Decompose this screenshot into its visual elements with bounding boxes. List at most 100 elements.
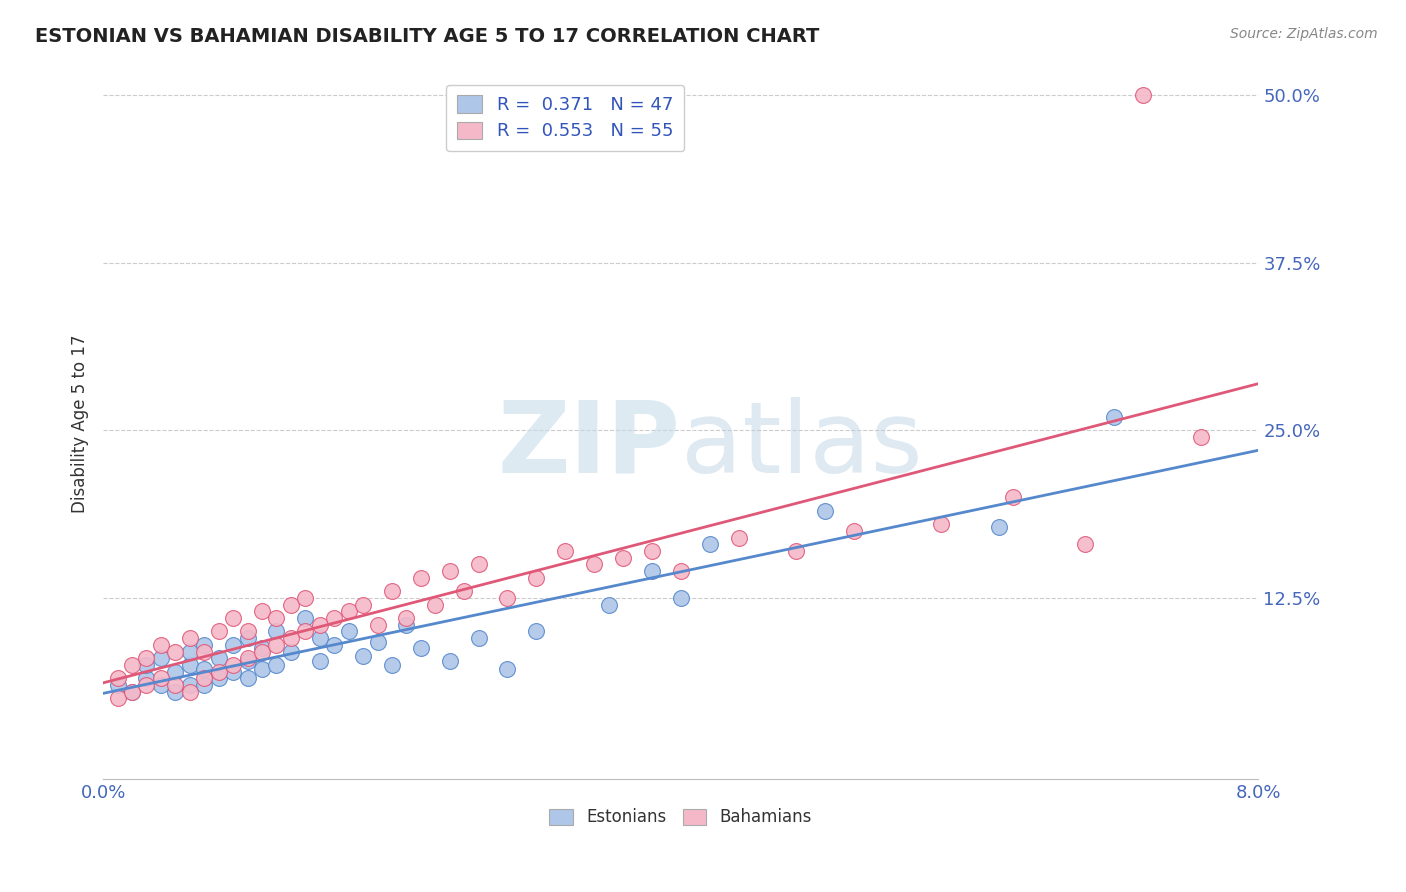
Point xyxy=(250,662,273,676)
Point xyxy=(1189,430,1212,444)
Point xyxy=(496,662,519,676)
Point xyxy=(987,520,1010,534)
Point xyxy=(439,564,461,578)
Point xyxy=(381,658,404,673)
Point xyxy=(641,564,664,578)
Point xyxy=(179,644,201,658)
Point xyxy=(323,638,346,652)
Point xyxy=(280,598,302,612)
Point xyxy=(294,611,316,625)
Text: ESTONIAN VS BAHAMIAN DISABILITY AGE 5 TO 17 CORRELATION CHART: ESTONIAN VS BAHAMIAN DISABILITY AGE 5 TO… xyxy=(35,27,820,45)
Point xyxy=(612,550,634,565)
Point xyxy=(467,558,489,572)
Point xyxy=(208,624,231,639)
Point xyxy=(308,631,330,645)
Point xyxy=(121,685,143,699)
Point xyxy=(1102,410,1125,425)
Point xyxy=(352,648,374,663)
Point xyxy=(1132,88,1154,103)
Point xyxy=(121,685,143,699)
Point xyxy=(1074,537,1097,551)
Point xyxy=(496,591,519,605)
Point xyxy=(179,678,201,692)
Point xyxy=(135,658,157,673)
Point xyxy=(236,651,259,665)
Point xyxy=(236,654,259,668)
Point xyxy=(337,624,360,639)
Point xyxy=(107,678,129,692)
Point xyxy=(294,624,316,639)
Point xyxy=(409,640,432,655)
Point xyxy=(280,631,302,645)
Point xyxy=(179,658,201,673)
Point xyxy=(266,638,288,652)
Point xyxy=(222,611,245,625)
Point xyxy=(179,631,201,645)
Point xyxy=(193,678,215,692)
Point xyxy=(193,638,215,652)
Point xyxy=(439,654,461,668)
Point xyxy=(165,678,187,692)
Point xyxy=(266,611,288,625)
Point xyxy=(250,640,273,655)
Point xyxy=(381,584,404,599)
Point xyxy=(842,524,865,538)
Point xyxy=(236,624,259,639)
Point xyxy=(280,644,302,658)
Point xyxy=(699,537,721,551)
Point xyxy=(107,672,129,686)
Point xyxy=(222,665,245,679)
Point xyxy=(409,571,432,585)
Point xyxy=(337,604,360,618)
Point xyxy=(266,658,288,673)
Point xyxy=(179,685,201,699)
Point xyxy=(814,504,837,518)
Point xyxy=(222,638,245,652)
Point xyxy=(165,644,187,658)
Point xyxy=(598,598,620,612)
Point xyxy=(208,672,231,686)
Point xyxy=(149,672,172,686)
Point xyxy=(583,558,606,572)
Point xyxy=(250,644,273,658)
Point xyxy=(395,611,418,625)
Point xyxy=(308,617,330,632)
Point xyxy=(149,651,172,665)
Point xyxy=(236,631,259,645)
Point xyxy=(222,658,245,673)
Point xyxy=(453,584,475,599)
Point xyxy=(135,678,157,692)
Point xyxy=(929,517,952,532)
Point xyxy=(149,678,172,692)
Text: ZIP: ZIP xyxy=(498,397,681,493)
Point xyxy=(367,635,389,649)
Point xyxy=(1001,491,1024,505)
Point xyxy=(149,638,172,652)
Point xyxy=(236,672,259,686)
Point xyxy=(107,691,129,706)
Point xyxy=(352,598,374,612)
Point xyxy=(669,564,692,578)
Y-axis label: Disability Age 5 to 17: Disability Age 5 to 17 xyxy=(72,334,89,513)
Point xyxy=(727,531,749,545)
Point xyxy=(294,591,316,605)
Point xyxy=(669,591,692,605)
Point xyxy=(208,651,231,665)
Point xyxy=(193,662,215,676)
Text: Source: ZipAtlas.com: Source: ZipAtlas.com xyxy=(1230,27,1378,41)
Point xyxy=(121,658,143,673)
Point xyxy=(165,685,187,699)
Point xyxy=(135,651,157,665)
Point xyxy=(208,665,231,679)
Legend: Estonians, Bahamians: Estonians, Bahamians xyxy=(541,800,821,835)
Point xyxy=(785,544,807,558)
Point xyxy=(554,544,576,558)
Point xyxy=(323,611,346,625)
Point xyxy=(165,665,187,679)
Point xyxy=(641,544,664,558)
Point xyxy=(250,604,273,618)
Point xyxy=(135,672,157,686)
Point xyxy=(193,644,215,658)
Point xyxy=(395,617,418,632)
Point xyxy=(425,598,447,612)
